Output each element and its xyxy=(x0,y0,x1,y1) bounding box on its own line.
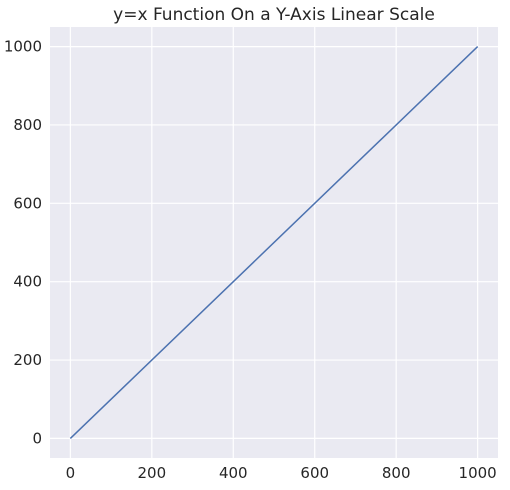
y-tick-label: 0 xyxy=(32,429,42,447)
x-tick-label: 400 xyxy=(219,464,248,482)
x-tick-label: 1000 xyxy=(459,464,497,482)
x-tick-label: 200 xyxy=(137,464,166,482)
y-tick-label: 1000 xyxy=(4,38,42,56)
y-tick-label: 400 xyxy=(13,273,42,291)
x-tick-label: 800 xyxy=(382,464,411,482)
y-tick-label: 800 xyxy=(13,116,42,134)
x-tick-labels: 0 200 400 600 800 1000 xyxy=(66,464,497,482)
y-tick-label: 200 xyxy=(13,351,42,369)
x-tick-label: 600 xyxy=(300,464,329,482)
x-tick-label: 0 xyxy=(66,464,76,482)
chart-title: y=x Function On a Y-Axis Linear Scale xyxy=(113,5,435,25)
y-tick-label: 600 xyxy=(13,194,42,212)
y-tick-labels: 0 200 400 600 800 1000 xyxy=(4,38,42,448)
